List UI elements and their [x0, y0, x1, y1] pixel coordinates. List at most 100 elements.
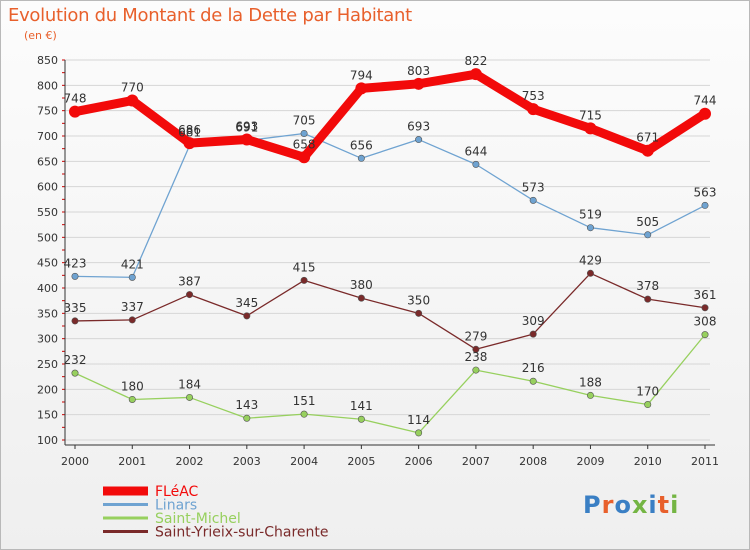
data-point: [529, 196, 537, 204]
data-point: [415, 309, 423, 317]
data-point: [355, 82, 368, 95]
data-point: [529, 377, 537, 385]
data-point: [186, 393, 194, 401]
data-point: [357, 294, 365, 302]
data-label: 279: [464, 329, 487, 343]
data-label: 180: [121, 379, 144, 393]
proxiti-logo: Proxiti: [583, 491, 679, 519]
data-label: 705: [293, 113, 316, 127]
data-point: [644, 231, 652, 239]
data-point: [357, 154, 365, 162]
data-label: 309: [522, 314, 545, 328]
data-point: [472, 366, 480, 374]
data-point: [69, 105, 81, 118]
legend-label: Linars: [155, 498, 197, 514]
logo-letter: r: [601, 491, 615, 519]
data-point: [243, 414, 251, 422]
data-label: 361: [694, 288, 717, 302]
data-label: 380: [350, 278, 373, 292]
data-point: [469, 68, 482, 81]
series-lines: [69, 68, 711, 437]
x-tick-label: 2005: [347, 455, 375, 468]
legend-label: Saint-Michel: [155, 511, 241, 527]
data-label: 794: [350, 68, 373, 82]
data-label: 644: [464, 144, 487, 158]
chart-title: Evolution du Montant de la Dette par Hab…: [8, 5, 412, 26]
data-label: 770: [121, 81, 144, 95]
data-point: [298, 151, 311, 164]
data-point: [300, 410, 308, 418]
axes: 100 150 200 250 300 350 400 450 500 550 600 650 700 7…: [37, 54, 719, 468]
y-tick-label: 200: [37, 383, 58, 396]
data-point: [644, 295, 652, 303]
data-point: [529, 330, 537, 338]
data-point: [71, 272, 79, 280]
data-point: [128, 273, 136, 281]
x-tick-label: 2000: [61, 455, 89, 468]
data-label: 429: [579, 253, 602, 267]
x-tick-label: 2001: [118, 455, 146, 468]
legend-label: Saint-Yrieix-sur-Charente: [155, 525, 329, 541]
x-tick-label: 2007: [462, 455, 490, 468]
data-label: 345: [235, 296, 258, 310]
data-point: [71, 317, 79, 325]
data-point: [701, 304, 709, 312]
data-label: 686: [178, 123, 201, 137]
data-label: 744: [694, 94, 717, 108]
data-label: 656: [350, 138, 373, 152]
data-label: 141: [350, 399, 373, 413]
data-point: [243, 312, 251, 320]
data-point: [128, 395, 136, 403]
data-point: [415, 429, 423, 437]
data-label: 681: [178, 126, 201, 140]
data-label: 378: [636, 279, 659, 293]
data-label: 803: [407, 64, 430, 78]
data-label: 337: [121, 300, 144, 314]
x-tick-label: 2008: [519, 455, 547, 468]
y-tick-label: 700: [37, 130, 58, 143]
data-point: [412, 77, 425, 90]
x-tick-label: 2009: [576, 455, 604, 468]
data-point: [415, 136, 423, 144]
data-point: [126, 94, 139, 107]
logo-letter: o: [614, 491, 632, 519]
data-label: 748: [64, 92, 87, 106]
data-point: [699, 107, 711, 120]
x-tick-label: 2011: [691, 455, 719, 468]
series-line-1: [74, 132, 706, 279]
data-label: 184: [178, 377, 201, 391]
data-label: 415: [293, 260, 316, 274]
data-point: [586, 269, 594, 277]
y-tick-label: 550: [37, 206, 58, 219]
y-tick-label: 100: [37, 434, 58, 447]
data-label: 691: [235, 121, 258, 135]
data-label: 151: [293, 394, 316, 408]
x-tick-label: 2004: [290, 455, 318, 468]
data-label: 232: [64, 353, 87, 367]
y-tick-label: 300: [37, 333, 58, 346]
data-label: 693: [407, 120, 430, 134]
data-point: [586, 224, 594, 232]
series-line-2: [74, 333, 706, 434]
data-label: 170: [636, 385, 659, 399]
x-tick-label: 2002: [176, 455, 204, 468]
data-label: 238: [464, 350, 487, 364]
data-point: [128, 316, 136, 324]
data-point: [186, 291, 194, 299]
data-point: [300, 276, 308, 284]
data-point: [644, 401, 652, 409]
gridlines: [65, 59, 710, 441]
data-label: 693: [235, 120, 258, 134]
data-label: 563: [694, 185, 717, 199]
data-label: 423: [64, 256, 87, 270]
legend: FLéACLinarsSaint-MichelSaint-Yrieix-sur-…: [103, 484, 329, 541]
y-tick-label: 750: [37, 105, 58, 118]
logo-letter: P: [583, 491, 602, 519]
data-label: 335: [64, 301, 87, 315]
data-label: 573: [522, 180, 545, 194]
y-tick-label: 850: [37, 54, 58, 67]
data-label: 421: [121, 257, 144, 271]
data-label: 387: [178, 275, 201, 289]
y-tick-label: 500: [37, 231, 58, 244]
